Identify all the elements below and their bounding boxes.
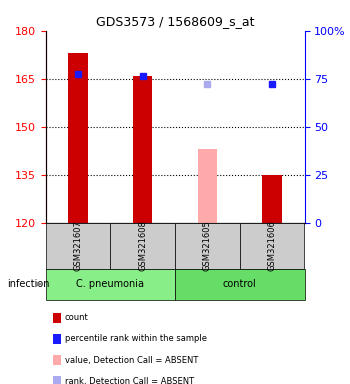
Bar: [133, 76, 152, 223]
Text: percentile rank within the sample: percentile rank within the sample: [65, 334, 207, 343]
Text: control: control: [223, 279, 257, 289]
Text: ►: ►: [35, 279, 44, 289]
Text: GSM321606: GSM321606: [268, 220, 276, 271]
Text: count: count: [65, 313, 89, 322]
Text: rank, Detection Call = ABSENT: rank, Detection Call = ABSENT: [65, 377, 194, 384]
Text: GSM321605: GSM321605: [203, 220, 212, 271]
Text: infection: infection: [7, 279, 49, 289]
Bar: [262, 175, 282, 223]
Bar: [68, 53, 88, 223]
Text: value, Detection Call = ABSENT: value, Detection Call = ABSENT: [65, 356, 198, 364]
Text: GSM321608: GSM321608: [138, 220, 147, 271]
Title: GDS3573 / 1568609_s_at: GDS3573 / 1568609_s_at: [96, 15, 254, 28]
Text: C. pneumonia: C. pneumonia: [76, 279, 144, 289]
Bar: [198, 149, 217, 223]
Text: GSM321607: GSM321607: [74, 220, 82, 271]
